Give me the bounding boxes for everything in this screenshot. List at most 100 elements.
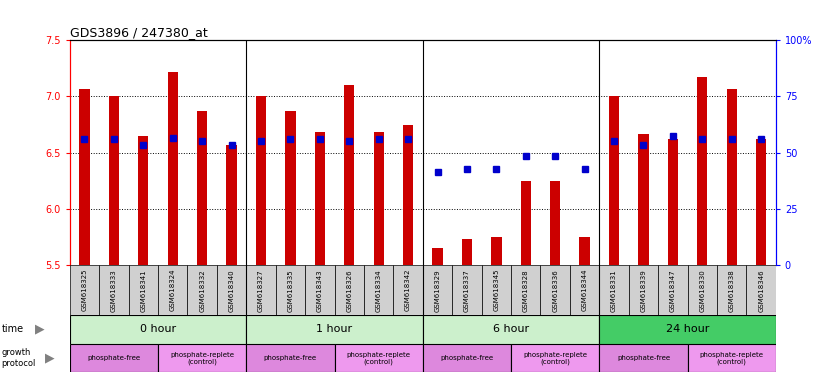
Bar xyxy=(305,265,335,315)
Text: ▶: ▶ xyxy=(34,323,44,336)
Text: GSM618324: GSM618324 xyxy=(170,269,176,311)
Bar xyxy=(550,181,561,265)
Bar xyxy=(580,237,589,265)
Text: GSM618341: GSM618341 xyxy=(140,269,146,311)
Text: phosphate-free: phosphate-free xyxy=(264,355,317,361)
Bar xyxy=(158,344,246,372)
Text: GSM618326: GSM618326 xyxy=(346,269,352,311)
Text: growth
protocol: growth protocol xyxy=(2,348,36,368)
Text: phosphate-free: phosphate-free xyxy=(440,355,493,361)
Bar xyxy=(482,265,511,315)
Bar xyxy=(197,111,208,265)
Bar xyxy=(433,248,443,265)
Bar xyxy=(246,315,423,344)
Text: phosphate-replete
(control): phosphate-replete (control) xyxy=(523,352,587,364)
Text: GDS3896 / 247380_at: GDS3896 / 247380_at xyxy=(70,26,208,39)
Bar xyxy=(80,89,89,265)
Text: GSM618328: GSM618328 xyxy=(523,269,529,311)
Text: GSM618343: GSM618343 xyxy=(317,269,323,311)
Bar xyxy=(511,344,599,372)
Bar xyxy=(658,265,688,315)
Text: GSM618331: GSM618331 xyxy=(611,269,617,312)
Text: GSM618332: GSM618332 xyxy=(200,269,205,311)
Bar xyxy=(227,145,236,265)
Text: GSM618325: GSM618325 xyxy=(81,269,88,311)
Bar xyxy=(511,265,540,315)
Text: GSM618345: GSM618345 xyxy=(493,269,499,311)
Text: GSM618337: GSM618337 xyxy=(464,269,470,312)
Bar xyxy=(108,96,119,265)
Text: GSM618336: GSM618336 xyxy=(553,269,558,312)
Text: phosphate-replete
(control): phosphate-replete (control) xyxy=(699,352,764,364)
Text: GSM618346: GSM618346 xyxy=(758,269,764,311)
Bar xyxy=(217,265,246,315)
Text: phosphate-replete
(control): phosphate-replete (control) xyxy=(346,352,410,364)
Bar xyxy=(727,89,737,265)
Text: GSM618327: GSM618327 xyxy=(258,269,264,311)
Bar xyxy=(688,344,776,372)
Bar xyxy=(70,265,99,315)
Bar xyxy=(423,265,452,315)
Text: GSM618338: GSM618338 xyxy=(729,269,735,312)
Bar xyxy=(344,85,355,265)
Bar xyxy=(491,237,502,265)
Text: 6 hour: 6 hour xyxy=(493,324,530,334)
Bar xyxy=(717,265,746,315)
Text: 1 hour: 1 hour xyxy=(316,324,353,334)
Bar xyxy=(756,139,766,265)
Bar xyxy=(246,265,276,315)
Bar xyxy=(629,265,658,315)
Bar xyxy=(599,315,776,344)
Bar xyxy=(599,344,688,372)
Bar xyxy=(423,344,511,372)
Text: 24 hour: 24 hour xyxy=(666,324,709,334)
Text: GSM618335: GSM618335 xyxy=(287,269,293,311)
Text: phosphate-replete
(control): phosphate-replete (control) xyxy=(170,352,234,364)
Text: GSM618329: GSM618329 xyxy=(434,269,441,311)
Text: GSM618333: GSM618333 xyxy=(111,269,117,312)
Text: GSM618339: GSM618339 xyxy=(640,269,646,312)
Bar xyxy=(99,265,129,315)
Bar xyxy=(746,265,776,315)
Bar xyxy=(521,181,531,265)
Bar xyxy=(570,265,599,315)
Bar xyxy=(609,96,619,265)
Bar xyxy=(256,96,266,265)
Bar xyxy=(158,265,187,315)
Bar xyxy=(285,111,296,265)
Bar xyxy=(129,265,158,315)
Text: ▶: ▶ xyxy=(45,352,55,364)
Bar xyxy=(452,265,482,315)
Bar xyxy=(364,265,393,315)
Bar xyxy=(688,265,717,315)
Bar xyxy=(314,132,325,265)
Bar xyxy=(335,265,364,315)
Bar xyxy=(599,265,629,315)
Bar xyxy=(138,136,149,265)
Bar xyxy=(393,265,423,315)
Bar xyxy=(70,315,246,344)
Bar xyxy=(461,239,472,265)
Text: GSM618334: GSM618334 xyxy=(376,269,382,311)
Bar xyxy=(540,265,570,315)
Bar xyxy=(423,315,599,344)
Bar xyxy=(246,344,335,372)
Bar xyxy=(276,265,305,315)
Text: GSM618347: GSM618347 xyxy=(670,269,676,311)
Bar xyxy=(374,132,384,265)
Bar xyxy=(70,344,158,372)
Text: phosphate-free: phosphate-free xyxy=(617,355,670,361)
Bar xyxy=(638,134,649,265)
Bar xyxy=(335,344,423,372)
Bar xyxy=(403,124,413,265)
Bar xyxy=(187,265,217,315)
Text: GSM618330: GSM618330 xyxy=(699,269,705,312)
Bar xyxy=(667,139,678,265)
Text: phosphate-free: phosphate-free xyxy=(87,355,140,361)
Text: time: time xyxy=(2,324,24,334)
Text: GSM618344: GSM618344 xyxy=(581,269,588,311)
Text: GSM618342: GSM618342 xyxy=(405,269,411,311)
Bar xyxy=(167,72,178,265)
Text: GSM618340: GSM618340 xyxy=(228,269,235,311)
Bar xyxy=(697,78,708,265)
